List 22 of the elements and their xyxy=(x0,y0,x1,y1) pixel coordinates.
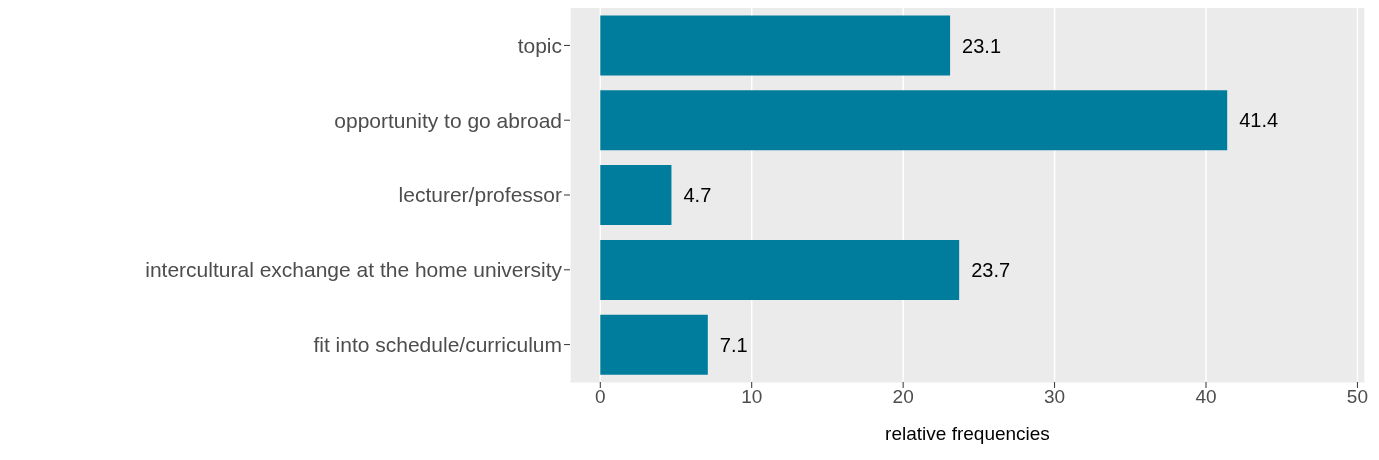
y-tick-label: lecturer/professor xyxy=(398,183,562,207)
x-tick-label: 40 xyxy=(1195,386,1217,408)
x-tick-label: 30 xyxy=(1044,386,1066,408)
bar xyxy=(600,90,1228,151)
x-axis-title: relative frequencies xyxy=(885,423,1050,444)
data-label: 4.7 xyxy=(683,184,712,207)
bar xyxy=(600,314,708,375)
data-label: 23.7 xyxy=(971,258,1011,281)
bar xyxy=(600,165,672,226)
x-tick-label: 50 xyxy=(1346,386,1368,408)
x-tick-label: 0 xyxy=(595,386,606,408)
y-tick-label: intercultural exchange at the home university xyxy=(145,258,563,282)
x-tick-label: 20 xyxy=(892,386,914,408)
y-tick-label: fit into schedule/curriculum xyxy=(313,333,562,357)
data-label: 41.4 xyxy=(1239,109,1279,132)
bar xyxy=(600,15,951,76)
y-tick-label: topic xyxy=(517,33,562,57)
data-label: 7.1 xyxy=(719,333,748,356)
bar xyxy=(600,239,960,300)
data-label: 23.1 xyxy=(962,34,1002,57)
y-tick-label: opportunity to go abroad xyxy=(334,108,562,132)
x-tick-label: 10 xyxy=(741,386,763,408)
